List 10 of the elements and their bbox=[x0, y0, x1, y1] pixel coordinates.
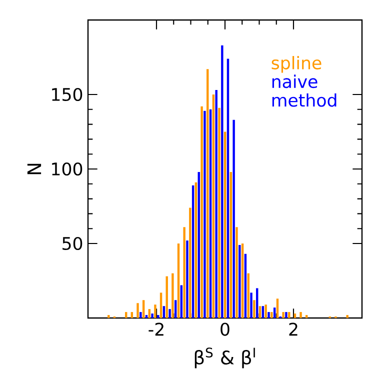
x-tick-label: 0 bbox=[220, 322, 230, 336]
text: spline bbox=[272, 56, 322, 73]
x-axis-title: β$^{S}$ & β$^{I}$ bbox=[194, 348, 255, 368]
y-tick-label: 150 bbox=[52, 88, 82, 102]
y-tick-label: 100 bbox=[52, 162, 82, 176]
y-axis-title: N bbox=[27, 164, 42, 174]
x-tick-label: -2 bbox=[148, 322, 164, 336]
x-tick-label: 2 bbox=[289, 322, 298, 336]
y-tick-label: 50 bbox=[62, 236, 82, 250]
text: naive method bbox=[272, 74, 336, 107]
